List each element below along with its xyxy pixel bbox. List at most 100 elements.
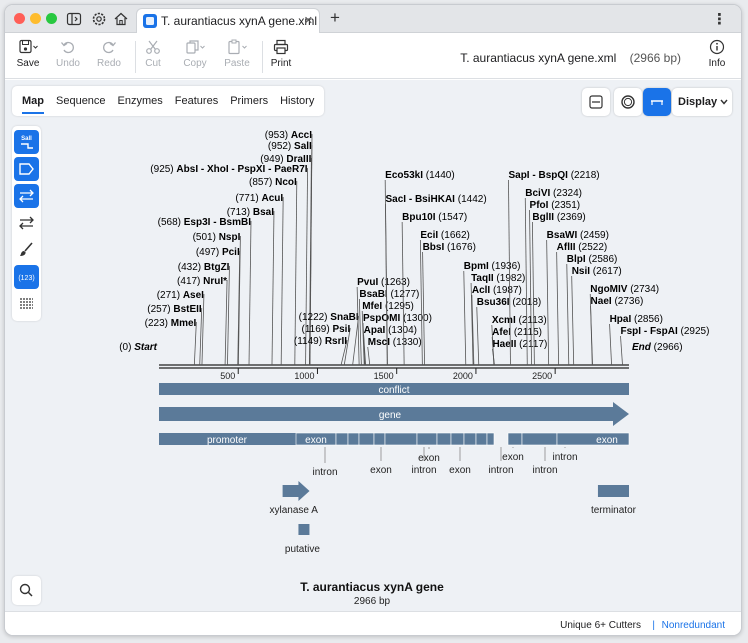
- enzyme-text-part: (1442): [455, 194, 487, 205]
- tab-enzymes[interactable]: Enzymes: [117, 95, 163, 107]
- enzyme-text-part: (2369): [554, 212, 586, 223]
- enzyme-label[interactable]: (432) BtgZI: [178, 262, 230, 273]
- enzyme-label[interactable]: TaqII (1982): [471, 273, 525, 284]
- enzyme-label[interactable]: (1169) PsiI: [301, 324, 350, 335]
- gear-icon[interactable]: [91, 11, 107, 27]
- copy-button[interactable]: Copy: [175, 39, 215, 69]
- sidebar-toggle-icon[interactable]: [66, 11, 82, 27]
- enzyme-tick-line: [280, 196, 284, 366]
- enzyme-label[interactable]: MscI (1330): [368, 337, 422, 348]
- enzyme-label[interactable]: Bpu10I (1547): [402, 212, 467, 223]
- enzyme-label[interactable]: (925) AbsI - XhoI - PspXI - PaeR7I: [150, 164, 307, 175]
- enzyme-label[interactable]: XcmI (2113): [492, 315, 547, 326]
- save-button[interactable]: Save: [8, 39, 48, 69]
- undo-button[interactable]: Undo: [48, 39, 88, 69]
- paste-button[interactable]: Paste: [217, 39, 257, 69]
- enzyme-label[interactable]: PfoI (2351): [530, 200, 581, 211]
- enzyme-label[interactable]: (568) Esp3I - BsmBI: [158, 217, 252, 228]
- enzyme-label[interactable]: AclI (1987): [472, 285, 522, 296]
- tab-map[interactable]: Map: [16, 86, 50, 116]
- new-tab-button[interactable]: +: [330, 8, 340, 27]
- minimize-window-button[interactable]: [30, 13, 41, 24]
- orf-tool-button[interactable]: [14, 211, 39, 235]
- enzyme-label[interactable]: HpaI (2856): [610, 314, 663, 325]
- enzyme-label[interactable]: (417) NruI*: [177, 276, 227, 287]
- enzyme-label[interactable]: (771) AcuI: [235, 193, 283, 204]
- enzyme-label[interactable]: (497) PciI: [196, 247, 240, 258]
- enzyme-label[interactable]: (713) BsaI: [227, 207, 274, 218]
- enzyme-label[interactable]: (223) MmeI: [145, 318, 197, 329]
- enzyme-label[interactable]: FspI - FspAI (2925): [621, 326, 710, 337]
- enzyme-label[interactable]: HaeII (2117): [492, 339, 547, 350]
- enzyme-label[interactable]: Bsu36I (2018): [477, 297, 541, 308]
- enzyme-label[interactable]: (857) NcoI: [249, 177, 297, 188]
- cut-button[interactable]: Cut: [133, 39, 173, 69]
- search-button[interactable]: [12, 576, 41, 605]
- enzyme-label[interactable]: SacI - BsiHKAI (1442): [386, 194, 487, 205]
- redo-button[interactable]: Redo: [89, 39, 129, 69]
- enzyme-text-part: (2925): [678, 326, 710, 337]
- paint-tool-button[interactable]: [14, 238, 39, 262]
- enzyme-label[interactable]: (257) BstEII: [147, 304, 202, 315]
- enzyme-label[interactable]: (952) SalI: [268, 141, 312, 152]
- numbering-tool-button[interactable]: (123): [14, 265, 39, 289]
- tab-primers[interactable]: Primers: [230, 95, 269, 107]
- enzyme-label[interactable]: (501) NspI: [193, 232, 241, 243]
- print-button[interactable]: Print: [261, 39, 301, 69]
- tab-features[interactable]: Features: [174, 95, 219, 107]
- display-dropdown[interactable]: Display: [672, 88, 732, 116]
- enzyme-label[interactable]: NsiI (2617): [572, 266, 622, 277]
- linear-view-icon: [651, 100, 663, 105]
- close-window-button[interactable]: [14, 13, 25, 24]
- enzyme-tool-button[interactable]: SalI: [14, 130, 39, 154]
- redundancy-filter[interactable]: Nonredundant: [661, 620, 725, 631]
- sequence-list-button[interactable]: [14, 292, 39, 316]
- enzyme-label[interactable]: NaeI (2736): [591, 296, 644, 307]
- zoom-window-button[interactable]: [46, 13, 57, 24]
- intron-annotation: intron: [411, 465, 436, 476]
- tab-document[interactable]: T. aurantiacus xynA gene.xml ✕: [136, 8, 320, 33]
- enzyme-label[interactable]: ApaI (1304): [364, 325, 417, 336]
- save-icon: [19, 39, 38, 54]
- feature-tool-button[interactable]: [14, 157, 39, 181]
- enzyme-label[interactable]: SapI - BspQI (2218): [508, 170, 599, 181]
- enzyme-label[interactable]: (271) AseI: [157, 290, 204, 301]
- enzyme-label[interactable]: BciVI (2324): [525, 188, 582, 199]
- enzyme-text-part: PciI: [222, 247, 240, 258]
- left-toolbar: SalI (123): [12, 126, 41, 321]
- enzyme-tick-line: [476, 306, 480, 366]
- enzyme-label[interactable]: Eco53kI (1440): [385, 170, 455, 181]
- enzyme-label[interactable]: PspOMI (1300): [363, 313, 432, 324]
- enzyme-label[interactable]: BglII (2369): [532, 212, 585, 223]
- enzyme-label[interactable]: (949) DraIII: [260, 154, 311, 165]
- home-icon[interactable]: [113, 11, 129, 27]
- enzyme-label[interactable]: EciI (1662): [420, 230, 469, 241]
- enzyme-label[interactable]: MfeI (1295): [362, 301, 414, 312]
- list-icon: [20, 298, 33, 309]
- primer-tool-button[interactable]: [14, 184, 39, 208]
- enzyme-label[interactable]: BsaBI (1277): [359, 289, 419, 300]
- info-button[interactable]: Info: [697, 39, 737, 69]
- enzyme-label[interactable]: (953) AccI: [265, 130, 312, 141]
- tab-sequence[interactable]: Sequence: [56, 95, 106, 107]
- exon-segment: [335, 432, 349, 446]
- enzyme-label[interactable]: (1222) SnaBI: [299, 312, 359, 323]
- circular-view-button[interactable]: [614, 88, 642, 116]
- enzyme-label[interactable]: BbsI (1676): [423, 242, 476, 253]
- enzyme-label[interactable]: PvuI (1263): [357, 277, 410, 288]
- enzyme-label[interactable]: (1149) RsrII: [294, 336, 347, 347]
- enzyme-label[interactable]: BpmI (1936): [464, 261, 521, 272]
- tab-close-icon[interactable]: ✕: [303, 15, 313, 27]
- enzyme-label[interactable]: BlpI (2586): [567, 254, 618, 265]
- more-menu-icon[interactable]: ⋮: [712, 11, 727, 28]
- enzyme-label[interactable]: AflII (2522): [557, 242, 608, 253]
- linear-view-button[interactable]: [643, 88, 671, 116]
- enzyme-label[interactable]: NgoMIV (2734): [590, 284, 659, 295]
- tab-history[interactable]: History: [280, 95, 315, 107]
- enzyme-label[interactable]: AfeI (2115): [492, 327, 542, 338]
- enzyme-label[interactable]: BsaWI (2459): [547, 230, 609, 241]
- cutters-filter[interactable]: Unique 6+ Cutters: [560, 620, 641, 631]
- sequence-view-button[interactable]: [582, 88, 610, 116]
- view-tabs: Map Sequence Enzymes Features Primers Hi…: [12, 86, 325, 116]
- enzyme-text-part: BsaI: [253, 207, 274, 218]
